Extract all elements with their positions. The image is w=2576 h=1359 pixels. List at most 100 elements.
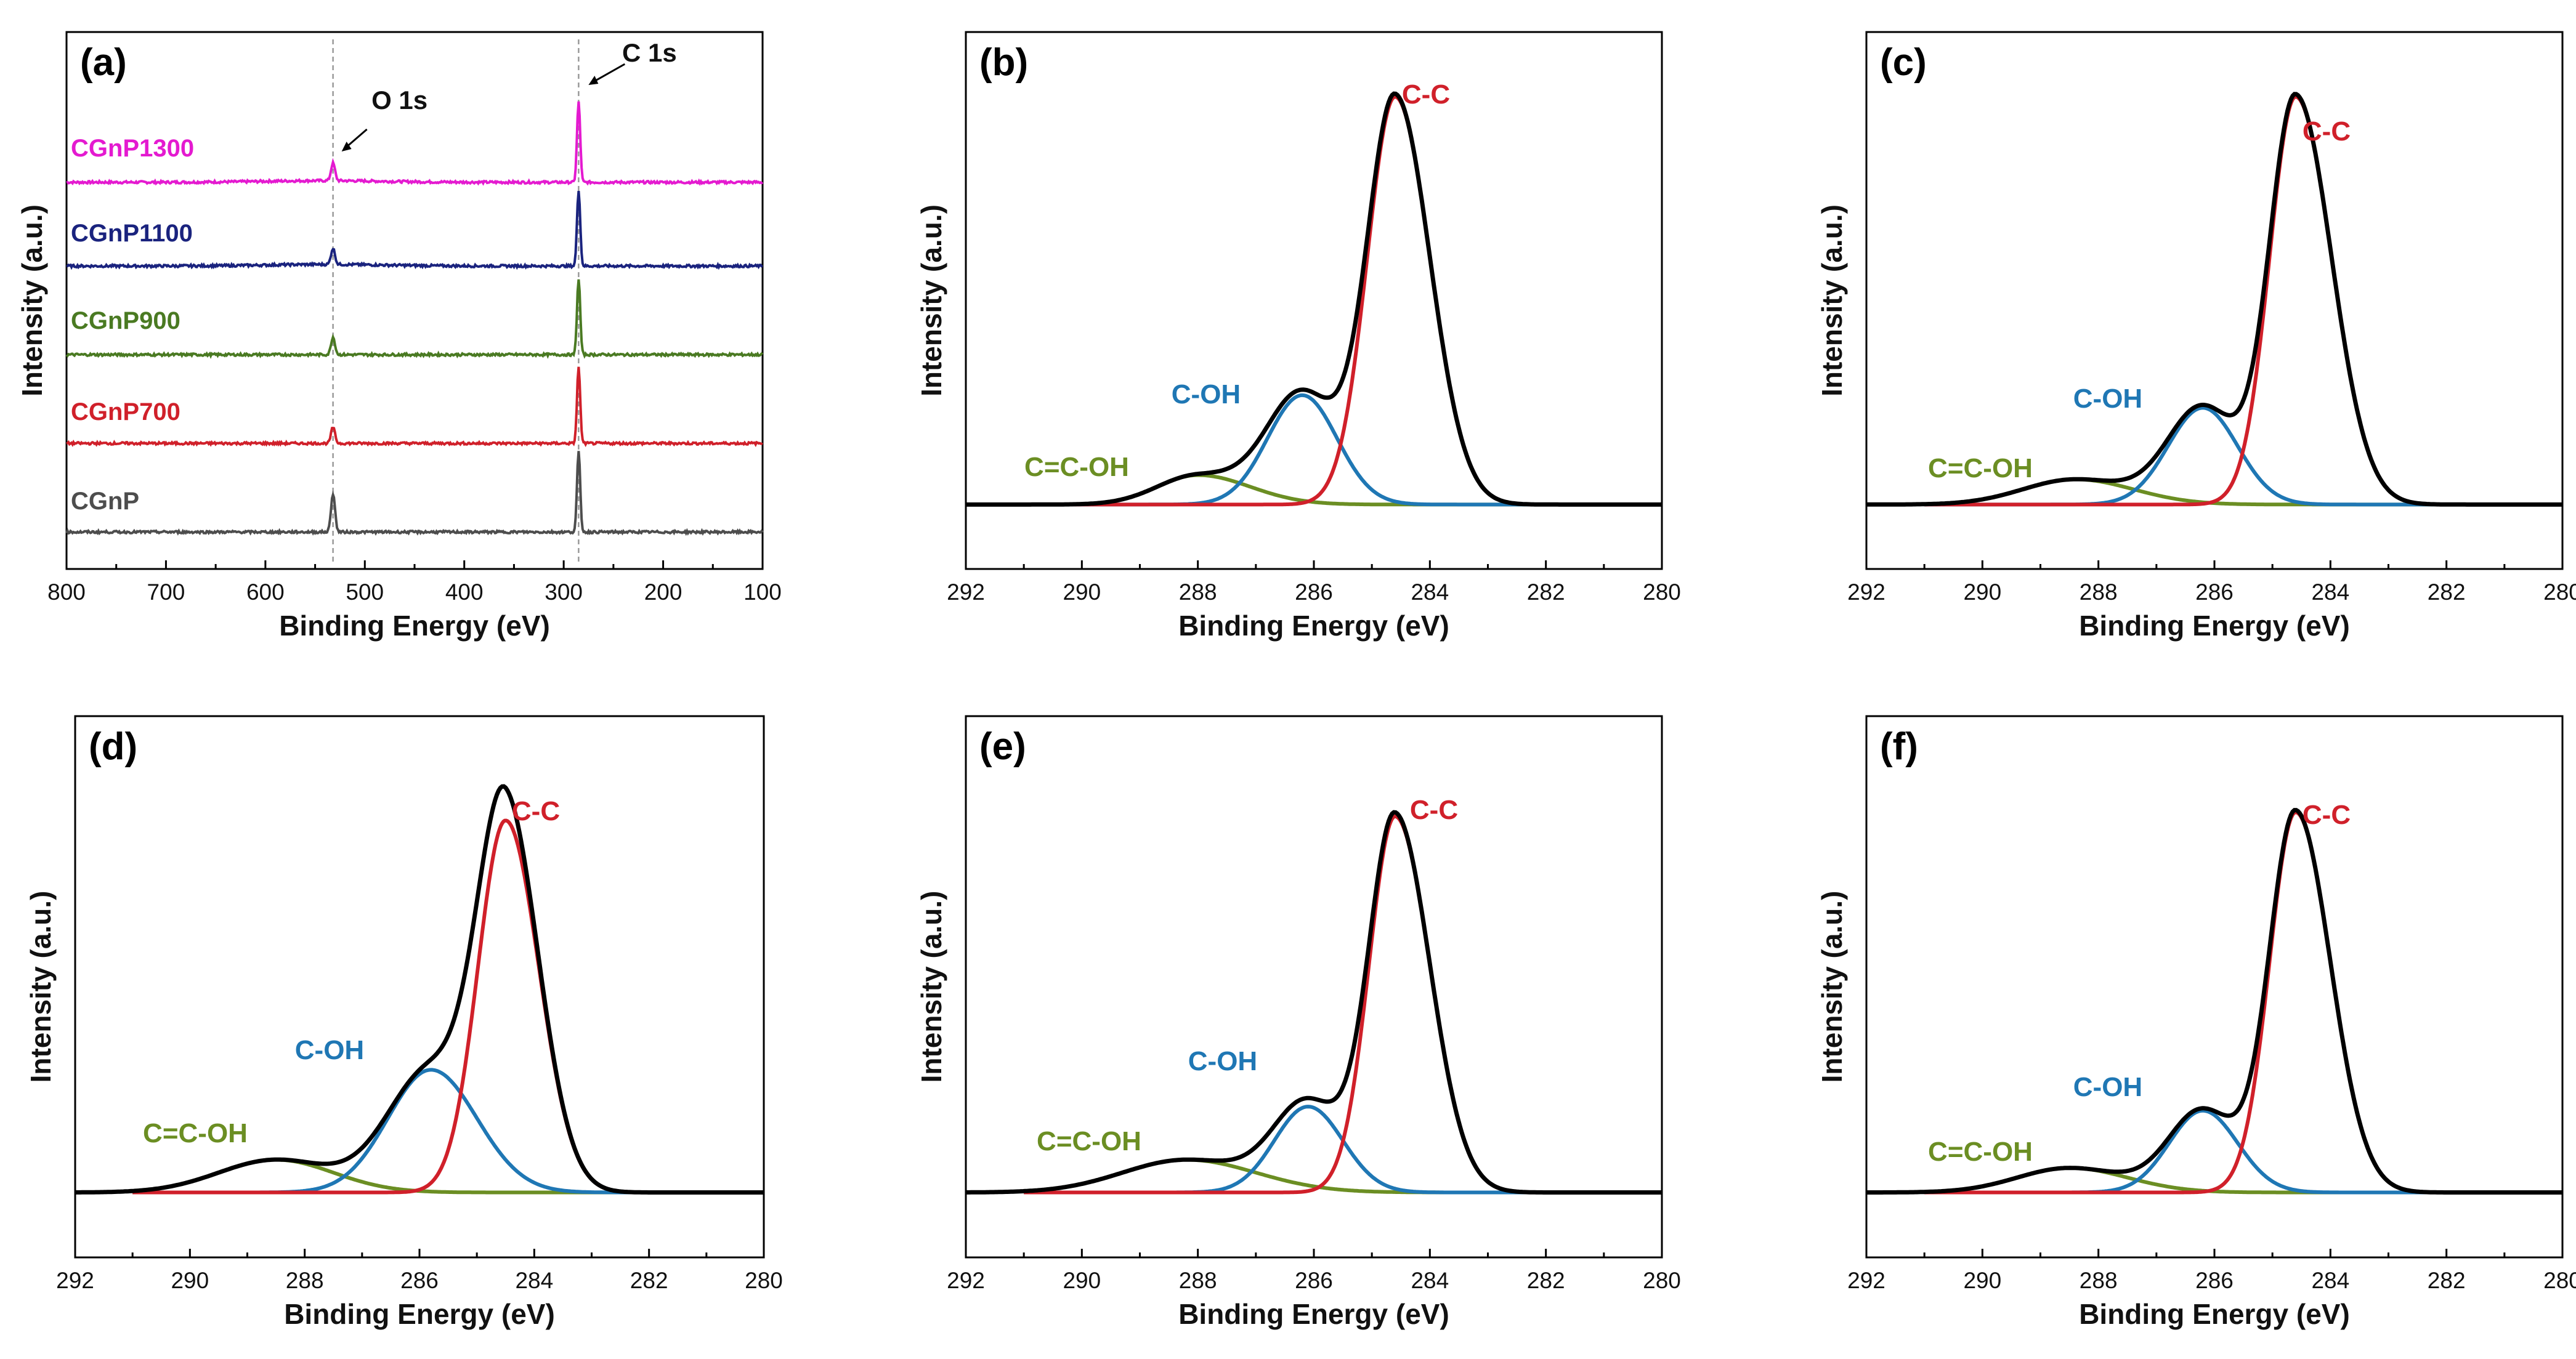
x-tick-label: 600 [246, 579, 285, 605]
x-tick-label: 284 [2311, 1268, 2349, 1293]
survey-line-cgnp1100 [66, 191, 763, 270]
sample-label: CGnP700 [71, 398, 180, 425]
x-tick-label: 400 [445, 579, 484, 605]
sample-label: CGnP [71, 488, 139, 515]
x-tick-label: 280 [2543, 1268, 2576, 1293]
survey-line-cgnp1300 [66, 101, 764, 186]
y-axis-title: Intensity (a.u.) [1816, 891, 1848, 1083]
annotation-o1s: O 1s [371, 86, 427, 115]
x-tick-label: 290 [1063, 1268, 1101, 1293]
panel-e: 292 290 288 286 284 282 280 Binding Energy (eV)… [915, 715, 1681, 1330]
x-axis-title: Binding Energy (eV) [1178, 610, 1449, 642]
x-tick-label: 288 [1179, 579, 1217, 605]
panel-c: 292 290 288 286 284 282 280 Binding Energy (eV)… [1816, 31, 2576, 642]
envelope-curve [1866, 808, 2562, 1195]
x-tick-label: 292 [1847, 579, 1885, 605]
x-axis-title: Binding Energy (eV) [2079, 1298, 2350, 1330]
survey-line-cgnp [65, 451, 764, 536]
panel-label: (d) [89, 725, 137, 768]
y-axis-title: Intensity (a.u.) [16, 204, 48, 397]
x-tick-label: 100 [743, 579, 782, 605]
envelope-curve [966, 91, 1662, 507]
peak-label-c-oh: C-OH [295, 1035, 364, 1065]
x-tick-label: 292 [1847, 1268, 1885, 1293]
y-axis-title: Intensity (a.u.) [915, 204, 947, 397]
x-tick-label: 282 [2428, 579, 2466, 605]
panel-d: 292 290 288 286 284 282 280 Binding Energy (eV)… [25, 715, 783, 1330]
x-tick-label: 280 [2543, 579, 2576, 605]
peak-label-c-oh: C-OH [1172, 379, 1241, 409]
sample-label: CGnP1300 [71, 135, 194, 162]
envelope-curve [1866, 92, 2562, 507]
x-tick-label: 286 [400, 1268, 439, 1293]
peak-label-c-oh: C-OH [1188, 1046, 1257, 1076]
y-axis-title: Intensity (a.u.) [915, 891, 947, 1083]
x-tick-label: 286 [1295, 579, 1333, 605]
panel-label: (c) [1880, 41, 1927, 84]
peak-label-c-c-oh: C=C-OH [1037, 1126, 1141, 1156]
panel-label: (e) [979, 725, 1026, 768]
survey-line-cgnp700 [66, 366, 763, 448]
x-tick-label: 292 [56, 1268, 94, 1293]
x-tick-label: 286 [2195, 1268, 2234, 1293]
x-tick-label: 286 [2195, 579, 2234, 605]
x-tick-label: 284 [1411, 579, 1449, 605]
x-axis-title: Binding Energy (eV) [1178, 1298, 1449, 1330]
peak-label-c-c: C-C [1402, 79, 1450, 110]
x-tick-label: 286 [1295, 1268, 1333, 1293]
x-tick-label: 284 [515, 1268, 553, 1293]
x-tick-label: 284 [2311, 579, 2349, 605]
peak-label-c-c-oh: C=C-OH [1928, 453, 2033, 483]
y-axis-title: Intensity (a.u.) [1816, 204, 1848, 397]
peak-label-c-oh: C-OH [2073, 1072, 2142, 1102]
x-tick-label: 288 [2080, 1268, 2118, 1293]
c1s-arrowhead [588, 76, 599, 85]
peak-label-c-c-oh: C=C-OH [143, 1118, 248, 1148]
o1s-arrowhead [341, 142, 352, 151]
x-axis-title: Binding Energy (eV) [2079, 610, 2350, 642]
c1s-arrow [591, 63, 626, 84]
panel-b: 292 290 288 286 284 282 280 Binding Energy (eV)… [915, 31, 1681, 642]
x-tick-label: 200 [644, 579, 682, 605]
panel-f: 292 290 288 286 284 282 280 Binding Energy (eV)… [1816, 715, 2576, 1330]
x-tick-label: 282 [1527, 579, 1565, 605]
panel-label: (a) [80, 41, 127, 84]
x-axis-title: Binding Energy (eV) [284, 1298, 555, 1330]
annotation-c1s: C 1s [622, 38, 677, 67]
x-tick-label: 288 [2080, 579, 2118, 605]
panel-label: (f) [1880, 725, 1918, 768]
x-tick-label: 290 [1063, 579, 1101, 605]
peak-label-c-c-oh: C=C-OH [1928, 1137, 2033, 1167]
envelope-curve [75, 784, 764, 1195]
x-tick-label: 700 [147, 579, 185, 605]
x-axis-title: Binding Energy (eV) [279, 610, 550, 642]
envelope-curve [966, 810, 1662, 1195]
x-tick-label: 280 [1643, 579, 1681, 605]
x-tick-label: 290 [1963, 579, 2001, 605]
x-tick-label: 500 [346, 579, 384, 605]
sample-label: CGnP900 [71, 307, 180, 334]
x-tick-label: 800 [47, 579, 86, 605]
survey-line-cgnp900 [65, 279, 764, 359]
peak-label-c-oh: C-OH [2073, 384, 2142, 414]
x-tick-label: 282 [1527, 1268, 1565, 1293]
x-tick-label: 280 [745, 1268, 783, 1293]
panel-label: (b) [979, 41, 1028, 84]
x-tick-label: 290 [1963, 1268, 2001, 1293]
x-tick-label: 288 [286, 1268, 324, 1293]
x-tick-label: 280 [1643, 1268, 1681, 1293]
peak-label-c-c: C-C [2303, 800, 2351, 830]
x-tick-label: 282 [630, 1268, 668, 1293]
peak-label-c-c-oh: C=C-OH [1024, 452, 1129, 482]
sample-label: CGnP1100 [71, 220, 193, 247]
x-tick-label: 292 [947, 579, 985, 605]
x-tick-label: 300 [545, 579, 583, 605]
peak-label-c-c: C-C [512, 796, 560, 826]
peak-label-c-c: C-C [1410, 795, 1458, 825]
panel-a: 800 700 600 500 400 300 200 100 Binding Energy (… [16, 31, 782, 642]
x-tick-label: 290 [171, 1268, 209, 1293]
peak-label-c-c: C-C [2303, 116, 2351, 147]
y-axis-title: Intensity (a.u.) [25, 891, 57, 1083]
x-tick-label: 282 [2428, 1268, 2466, 1293]
